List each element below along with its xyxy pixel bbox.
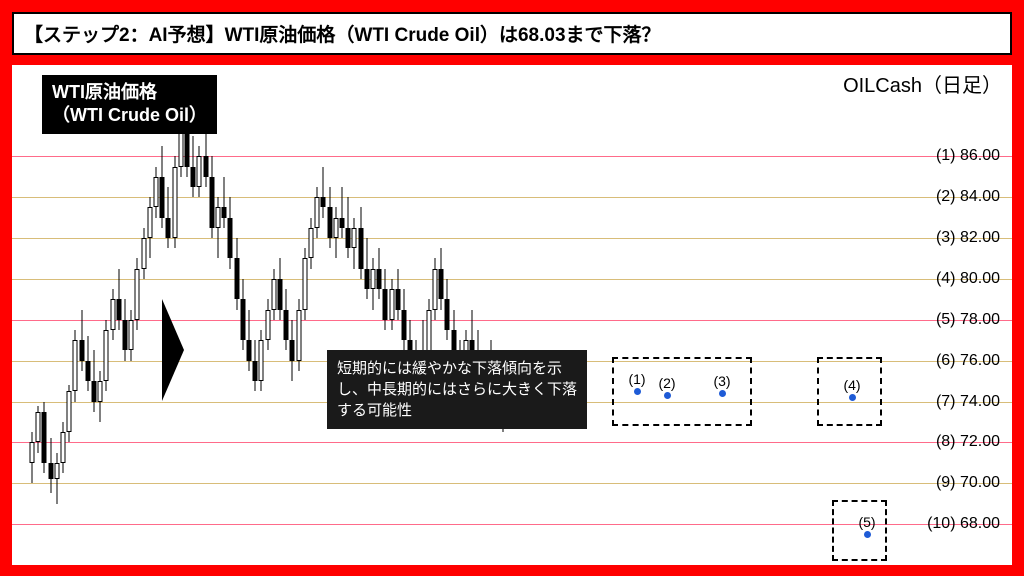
- y-axis-label: (6) 76.00: [934, 352, 1002, 370]
- outer-frame: 【ステップ2：AI予想】WTI原油価格（WTI Crude Oil）は68.03…: [0, 0, 1024, 576]
- forecast-point-label: (1): [628, 371, 645, 387]
- chart-subtitle: WTI原油価格（WTI Crude Oil）: [42, 75, 217, 134]
- forecast-point-label: (4): [843, 377, 860, 393]
- y-axis-label: (1) 86.00: [934, 147, 1002, 165]
- forecast-point-label: (5): [858, 514, 875, 530]
- y-axis-label: (7) 74.00: [934, 393, 1002, 411]
- y-axis-label: (3) 82.00: [934, 229, 1002, 247]
- page-title: 【ステップ2：AI予想】WTI原油価格（WTI Crude Oil）は68.03…: [12, 12, 1012, 55]
- y-axis-label: (9) 70.00: [934, 474, 1002, 492]
- pennant-annotation-icon: [162, 299, 184, 401]
- chart-area: WTI原油価格（WTI Crude Oil） OILCash（日足） 短期的には…: [12, 65, 1012, 565]
- y-axis-label: (8) 72.00: [934, 433, 1002, 451]
- forecast-region-box: [612, 357, 752, 426]
- y-axis-label: (5) 78.00: [934, 311, 1002, 329]
- forecast-description: 短期的には緩やかな下落傾向を示し、中長期的にはさらに大きく下落する可能性: [327, 350, 587, 429]
- y-axis-label: (2) 84.00: [934, 188, 1002, 206]
- y-axis-label: (10) 68.00: [925, 515, 1002, 533]
- forecast-point-label: (2): [658, 375, 675, 391]
- forecast-point-label: (3): [713, 373, 730, 389]
- y-axis-label: (4) 80.00: [934, 270, 1002, 288]
- chart-instrument-label: OILCash（日足）: [843, 69, 1002, 98]
